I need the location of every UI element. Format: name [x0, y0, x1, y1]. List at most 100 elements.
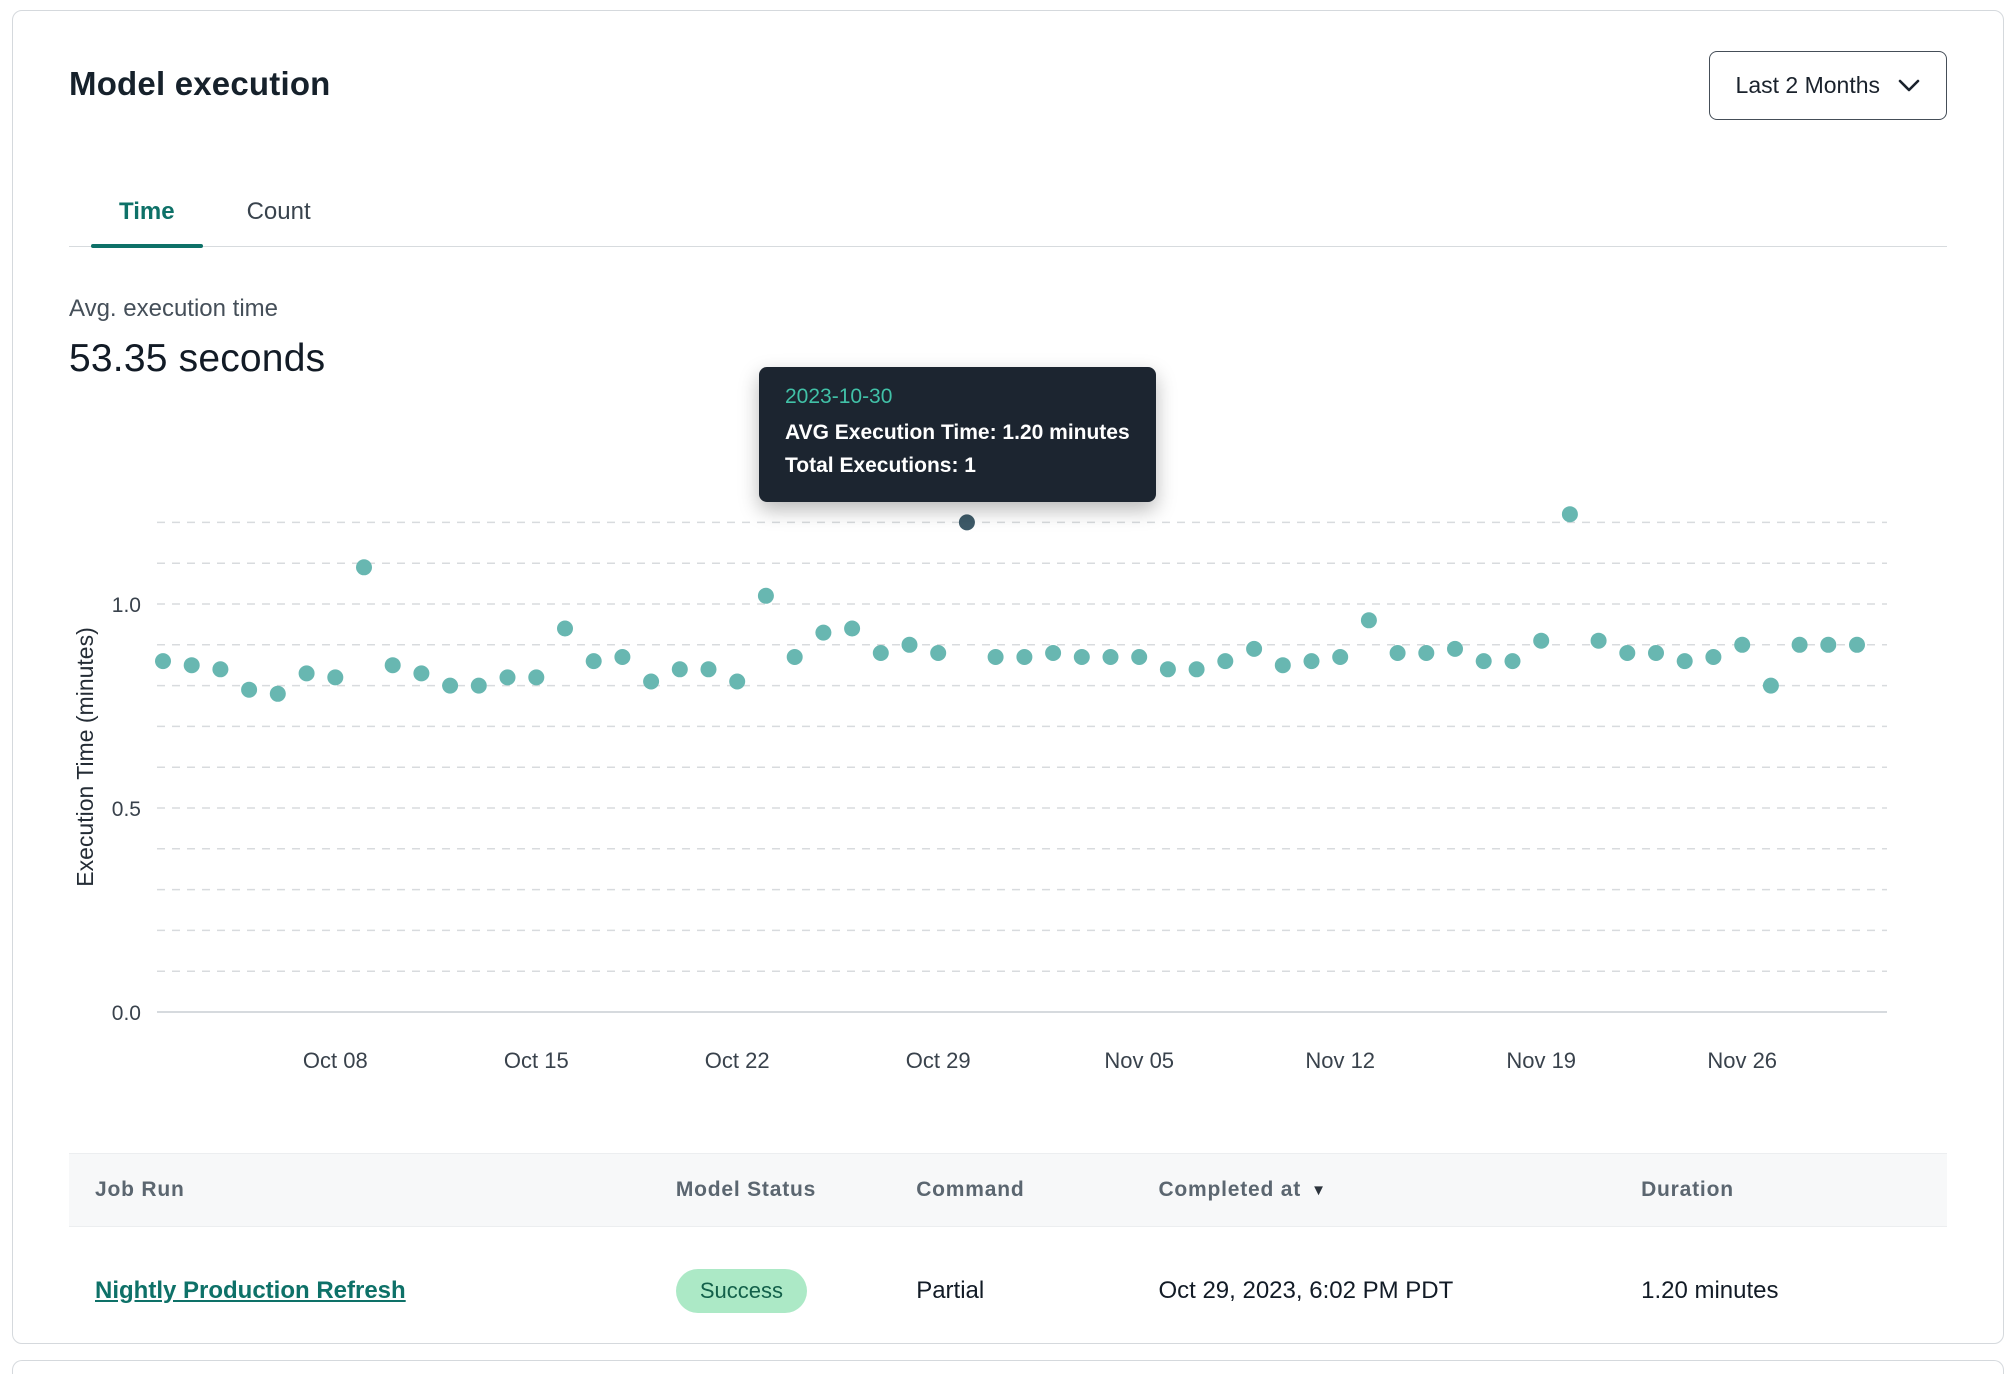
data-point[interactable]	[1332, 649, 1349, 665]
col-completed-at[interactable]: Completed at ▼	[1154, 1178, 1637, 1202]
data-point[interactable]	[1274, 657, 1291, 674]
job-runs-table: Job Run Model Status Command Completed a…	[69, 1153, 1947, 1343]
col-completed-at-label: Completed at	[1158, 1178, 1302, 1201]
data-point[interactable]	[557, 620, 573, 637]
duration-cell: 1.20 minutes	[1641, 1276, 1779, 1304]
tooltip-date: 2023-10-30	[785, 385, 893, 408]
data-point[interactable]	[1590, 632, 1607, 649]
chart-section: Avg. execution time 53.35 seconds 2023-1…	[69, 295, 1947, 1087]
completed-at-cell: Oct 29, 2023, 6:02 PM PDT	[1158, 1276, 1454, 1304]
data-point[interactable]	[1418, 645, 1435, 661]
data-point[interactable]	[413, 665, 430, 682]
data-point[interactable]	[614, 649, 631, 665]
data-point[interactable]	[872, 645, 889, 661]
data-point[interactable]	[1676, 653, 1693, 670]
y-tick-label: 1.0	[112, 594, 141, 617]
data-point[interactable]	[1705, 649, 1722, 665]
data-point[interactable]	[1016, 649, 1033, 665]
x-tick-label: Nov 26	[1707, 1048, 1777, 1073]
data-point[interactable]	[183, 657, 200, 674]
data-point[interactable]	[844, 620, 861, 637]
data-point[interactable]	[1561, 506, 1578, 523]
data-point[interactable]	[1389, 645, 1406, 661]
chart-tooltip: 2023-10-30 AVG Execution Time: 1.20 minu…	[759, 367, 1156, 503]
data-point[interactable]	[298, 665, 315, 682]
table-row: Nightly Production Refresh Success Parti…	[69, 1227, 1947, 1343]
data-point[interactable]	[327, 669, 344, 686]
data-point[interactable]	[1504, 653, 1521, 670]
avg-execution-time-value: 53.35 seconds	[69, 337, 326, 380]
data-point[interactable]	[1188, 661, 1205, 678]
data-point[interactable]	[1849, 636, 1865, 653]
data-point[interactable]	[786, 649, 803, 665]
execution-scatter-chart[interactable]: 0.0 0.5 1.0 Execution Time (minutes) Oct 08 O…	[69, 407, 1947, 1087]
data-point[interactable]	[671, 661, 688, 678]
data-point[interactable]	[212, 661, 229, 678]
data-point[interactable]	[729, 673, 746, 690]
x-tick-label: Oct 22	[705, 1048, 770, 1073]
status-badge: Success	[675, 1268, 807, 1313]
data-point[interactable]	[1475, 653, 1492, 670]
data-point[interactable]	[384, 657, 401, 674]
x-tick-label: Nov 19	[1506, 1048, 1576, 1073]
data-point[interactable]	[700, 661, 717, 678]
data-point[interactable]	[1791, 636, 1808, 653]
data-point[interactable]	[1447, 640, 1463, 657]
data-point[interactable]	[987, 649, 1004, 665]
y-axis-label: Execution Time (minutes)	[72, 627, 98, 886]
job-run-link[interactable]: Nightly Production Refresh	[95, 1276, 406, 1304]
data-point-highlighted[interactable]	[958, 514, 975, 531]
data-point[interactable]	[1533, 632, 1550, 649]
chevron-down-icon	[1898, 79, 1920, 92]
col-model-status: Model Status	[675, 1178, 817, 1201]
data-point[interactable]	[1762, 677, 1779, 694]
data-point[interactable]	[499, 669, 516, 686]
data-point[interactable]	[1734, 636, 1751, 653]
command-cell: Partial	[916, 1276, 985, 1304]
model-execution-card: Model execution Last 2 Months Time Count…	[12, 10, 2004, 1344]
data-point[interactable]	[528, 669, 545, 686]
data-point[interactable]	[1102, 649, 1119, 665]
y-tick-label: 0.0	[112, 1002, 141, 1025]
data-point[interactable]	[1619, 645, 1636, 661]
chart-tabs: Time Count	[69, 184, 1947, 248]
tab-time[interactable]: Time	[91, 184, 203, 248]
table-header-row: Job Run Model Status Command Completed a…	[69, 1153, 1947, 1227]
data-point[interactable]	[1246, 640, 1263, 657]
data-point[interactable]	[470, 677, 487, 694]
data-point[interactable]	[241, 681, 258, 698]
y-tick-label: 0.5	[112, 798, 141, 821]
data-point[interactable]	[930, 645, 947, 661]
x-tick-label: Oct 15	[504, 1048, 569, 1073]
page-title: Model execution	[69, 65, 331, 102]
x-tick-label: Oct 08	[303, 1048, 368, 1073]
data-point[interactable]	[1159, 661, 1176, 678]
data-point[interactable]	[901, 636, 918, 653]
data-point[interactable]	[1648, 645, 1664, 661]
model-status-cell: Success	[672, 1268, 912, 1313]
data-point[interactable]	[269, 685, 286, 702]
data-point[interactable]	[757, 587, 774, 604]
card-header: Model execution Last 2 Months	[69, 51, 1947, 120]
data-point[interactable]	[1303, 653, 1320, 670]
data-point[interactable]	[1217, 653, 1234, 670]
tab-count[interactable]: Count	[246, 198, 311, 225]
data-point[interactable]	[356, 559, 372, 576]
data-point[interactable]	[442, 677, 459, 694]
data-point[interactable]	[155, 653, 171, 670]
x-tick-label: Nov 12	[1305, 1048, 1375, 1073]
data-point[interactable]	[815, 624, 832, 641]
x-tick-label: Oct 29	[906, 1048, 971, 1073]
data-point[interactable]	[1045, 645, 1062, 661]
data-point[interactable]	[1073, 649, 1090, 665]
date-range-label: Last 2 Months	[1735, 72, 1880, 98]
data-point[interactable]	[643, 673, 660, 690]
data-point[interactable]	[1820, 636, 1837, 653]
data-point[interactable]	[585, 653, 602, 670]
data-point[interactable]	[1360, 612, 1377, 629]
data-point[interactable]	[1131, 649, 1148, 665]
avg-execution-time-label: Avg. execution time	[69, 295, 279, 322]
date-range-dropdown[interactable]: Last 2 Months	[1708, 51, 1947, 120]
col-duration: Duration	[1641, 1178, 1734, 1201]
tooltip-total-executions: Total Executions: 1	[785, 453, 976, 477]
